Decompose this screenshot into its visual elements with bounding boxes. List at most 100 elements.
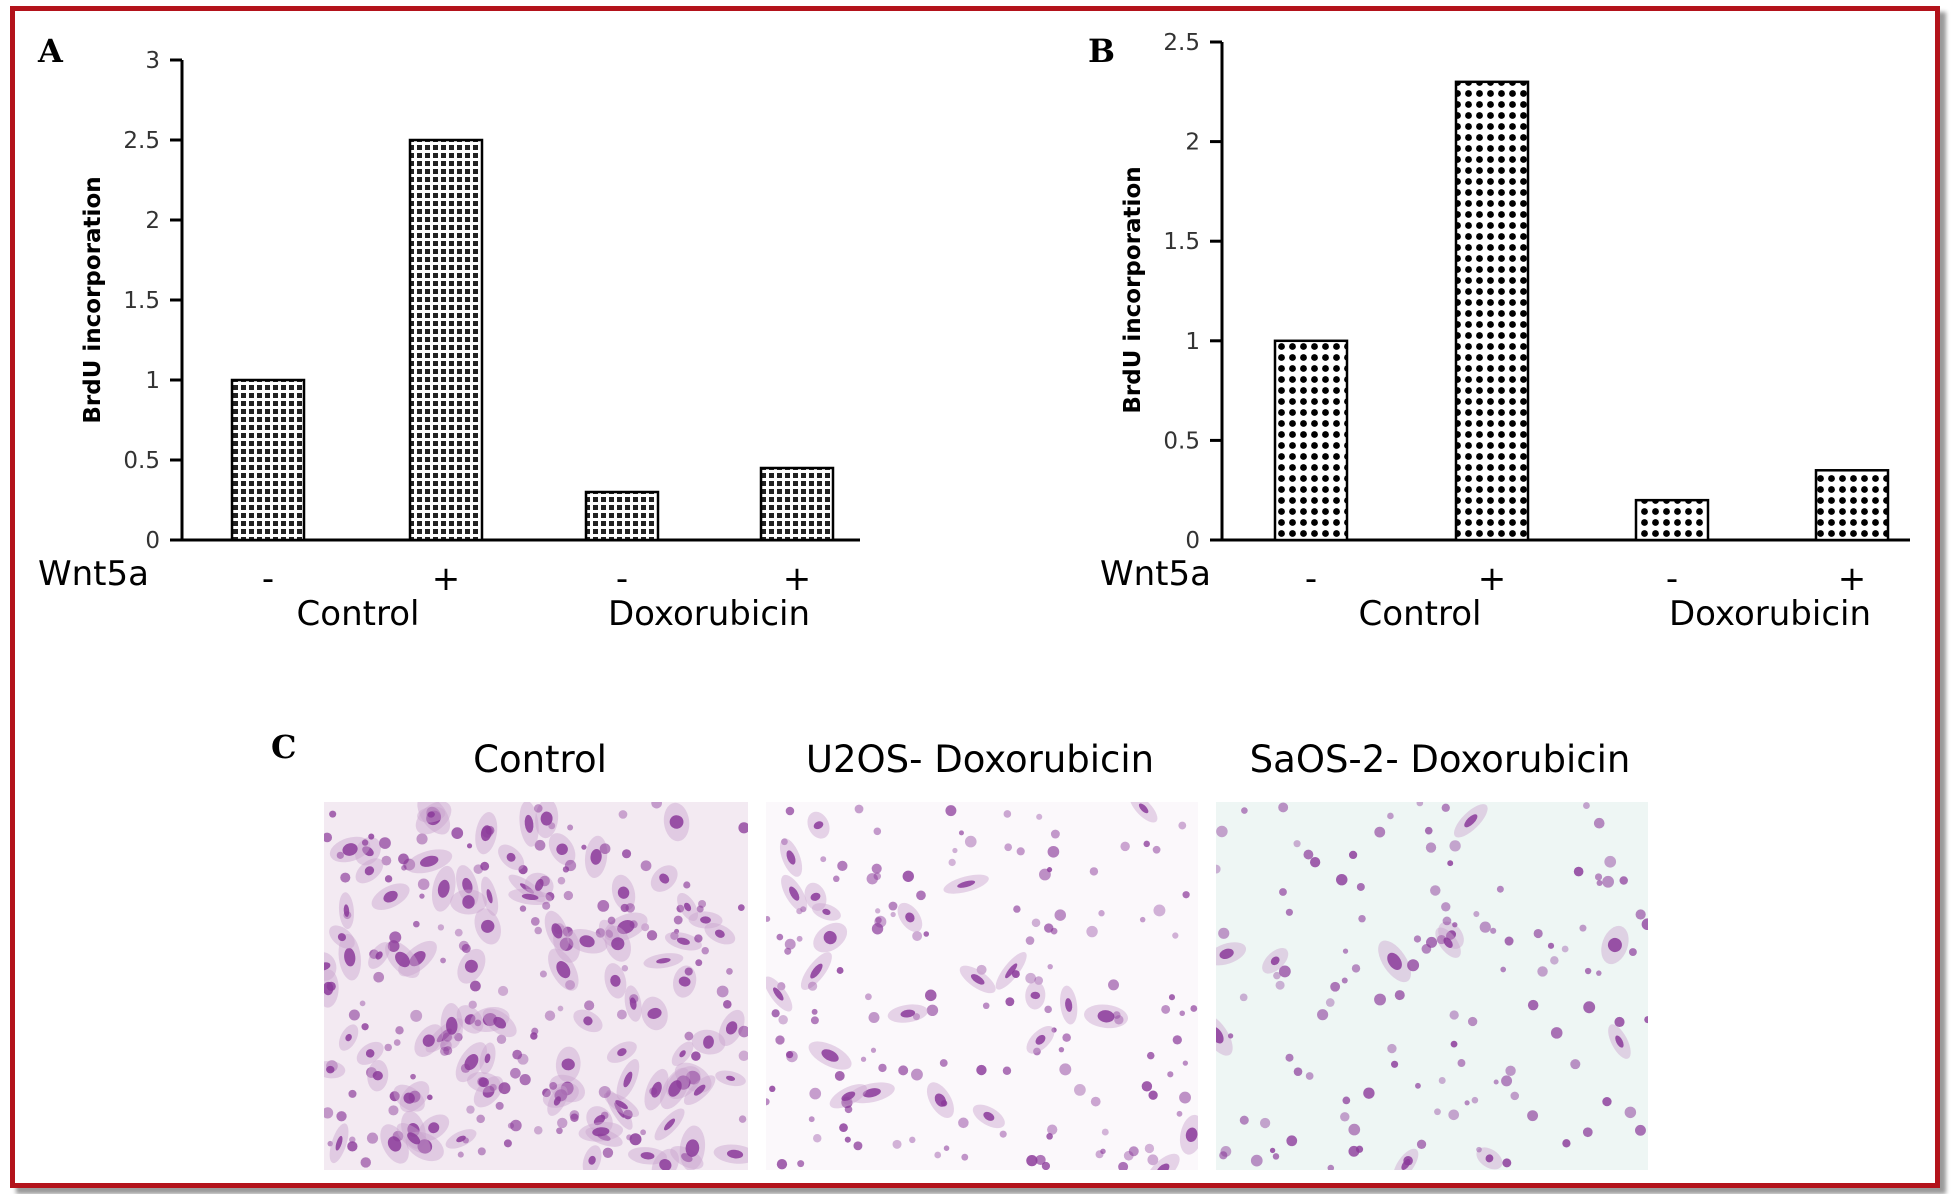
cell-nucleus: [1156, 1163, 1170, 1170]
cell: [1176, 1110, 1183, 1117]
cell: [781, 838, 788, 846]
cell-nucleus: [345, 1033, 352, 1042]
cell-nucleus: [900, 1009, 916, 1018]
cell: [1464, 1100, 1470, 1106]
cell: [1120, 841, 1130, 852]
cell: [1144, 1143, 1155, 1154]
cell: [1279, 888, 1287, 896]
cell-nucleus: [324, 962, 331, 971]
cell: [496, 1034, 507, 1045]
cell: [361, 839, 369, 846]
cell: [1476, 1146, 1482, 1153]
cell: [945, 805, 957, 817]
cell: [1562, 1139, 1571, 1148]
cell: [607, 916, 616, 925]
cell: [1179, 1091, 1191, 1104]
cell: [1278, 965, 1291, 978]
cell-nucleus: [506, 852, 516, 862]
cell: [1407, 959, 1420, 972]
cell-nucleus: [810, 892, 821, 901]
cell: [477, 1147, 486, 1156]
cell: [336, 1111, 347, 1122]
cell: [1635, 909, 1646, 920]
cell-nucleus: [1219, 948, 1234, 959]
cell: [911, 1068, 923, 1081]
cell: [1341, 977, 1348, 984]
cell: [810, 1016, 819, 1025]
cell: [416, 833, 428, 845]
cell: [909, 1136, 916, 1144]
cell-nucleus: [773, 987, 784, 1001]
cell: [766, 1098, 770, 1106]
cell: [598, 1085, 611, 1098]
cell: [361, 1023, 369, 1031]
cell: [1039, 868, 1051, 881]
cell: [778, 1014, 788, 1025]
cell: [796, 935, 803, 942]
cell-nucleus: [1005, 963, 1018, 979]
cell-nucleus: [484, 1053, 491, 1064]
cell: [1003, 810, 1012, 818]
cell: [1644, 1016, 1648, 1024]
cell: [393, 1039, 401, 1046]
cell: [595, 928, 606, 938]
micrograph-u2os-doxorubicin: [766, 802, 1198, 1170]
cell: [738, 822, 748, 834]
cell: [1016, 847, 1025, 856]
cell: [519, 905, 527, 912]
cell: [1219, 1151, 1228, 1160]
cell-nucleus: [524, 814, 534, 833]
panel-letter-b: B: [1088, 32, 1115, 70]
bar: [1273, 339, 1349, 542]
cell: [1216, 864, 1221, 874]
cell: [1628, 948, 1637, 956]
cell: [518, 865, 528, 875]
cell-nucleus: [823, 930, 837, 945]
cell: [468, 1000, 477, 1009]
cell: [860, 1056, 867, 1062]
cell: [1031, 918, 1041, 928]
cell-nucleus: [685, 1139, 700, 1157]
cell-nucleus: [822, 908, 831, 915]
cell: [1179, 1010, 1186, 1017]
cell: [395, 1026, 404, 1035]
cell: [1500, 966, 1507, 973]
micrograph-control: [324, 802, 748, 1170]
cell: [1167, 1071, 1174, 1078]
cell: [1387, 1043, 1397, 1054]
cell: [892, 1139, 902, 1149]
cell: [1413, 935, 1422, 943]
cell: [542, 1088, 551, 1098]
cell: [1533, 928, 1543, 939]
cell: [451, 827, 464, 840]
cell: [1351, 964, 1361, 973]
cell: [684, 1031, 694, 1041]
cell: [1336, 873, 1348, 886]
y-tick-label: 2.5: [1163, 30, 1200, 56]
cell: [480, 861, 490, 871]
cell: [629, 1133, 642, 1146]
cell-nucleus: [605, 929, 614, 938]
cell: [1011, 970, 1020, 979]
wnt5a-sign-label: -: [262, 559, 274, 599]
cell: [1602, 875, 1615, 888]
cell: [1330, 981, 1341, 992]
cell: [1593, 817, 1605, 829]
cell: [775, 1035, 785, 1045]
y-tick-label: 2: [145, 208, 160, 234]
cell: [1139, 916, 1146, 923]
cell: [1047, 845, 1060, 858]
cell-nucleus: [679, 1050, 686, 1058]
cell: [912, 931, 923, 942]
cell-nucleus: [417, 1139, 433, 1154]
cell: [1596, 970, 1602, 976]
cell-nucleus: [1097, 1010, 1115, 1023]
cell-nucleus: [676, 937, 690, 945]
cell: [348, 1009, 360, 1021]
y-tick-label: 0.5: [1163, 428, 1200, 454]
cell: [865, 993, 872, 1001]
cell-nucleus: [617, 1048, 627, 1057]
cell: [939, 1059, 948, 1067]
cell: [934, 1151, 942, 1159]
cell: [1309, 857, 1321, 868]
